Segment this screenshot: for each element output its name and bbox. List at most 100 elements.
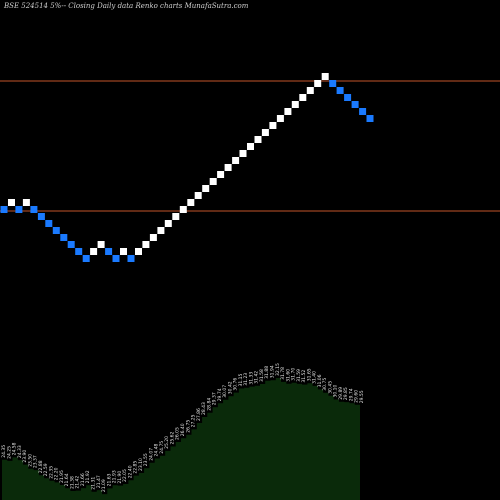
renko-brick — [329, 80, 337, 87]
price-label: 31.06 — [317, 374, 323, 387]
price-label: 29.37 — [212, 392, 218, 405]
price-label: 27.25 — [191, 414, 197, 427]
renko-bricks — [0, 73, 374, 262]
renko-brick — [344, 94, 352, 101]
price-label: 21.63 — [106, 473, 112, 486]
renko-brick — [30, 206, 38, 213]
renko-brick — [321, 73, 329, 80]
renko-brick — [112, 255, 120, 262]
renko-brick — [366, 115, 374, 122]
price-label: 25.62 — [170, 431, 176, 444]
renko-brick — [269, 122, 277, 129]
renko-brick — [187, 199, 195, 206]
price-label: 29.55 — [359, 390, 365, 403]
price-label: 31.65 — [306, 368, 312, 381]
price-label: 21.93 — [112, 470, 118, 483]
price-label: 22.05 — [122, 469, 128, 482]
renko-brick — [224, 164, 232, 171]
price-label: 24.07 — [148, 448, 154, 461]
renko-brick — [276, 115, 284, 122]
reference-lines — [0, 80, 500, 212]
price-label: 31.33 — [248, 372, 254, 385]
price-label: 31.40 — [312, 371, 318, 384]
renko-brick — [75, 248, 83, 255]
price-label: 30.10 — [333, 384, 339, 397]
renko-brick — [135, 248, 142, 255]
price-label: 21.92 — [85, 470, 91, 483]
renko-brick — [232, 157, 240, 164]
renko-brick — [52, 227, 60, 234]
price-label: 26.40 — [180, 423, 186, 436]
price-label: 30.07 — [222, 385, 228, 398]
price-label: 24.75 — [159, 441, 165, 454]
renko-brick — [22, 199, 30, 206]
renko-brick — [351, 101, 359, 108]
price-label: 31.15 — [238, 373, 244, 386]
renko-brick — [299, 94, 307, 101]
price-label: 29.89 — [338, 387, 344, 400]
price-label: 31.88 — [264, 366, 270, 379]
price-label: 30.42 — [227, 381, 233, 394]
renko-brick — [8, 199, 15, 206]
price-label: 21.31 — [91, 477, 97, 490]
chart-title: BSE 524514 5%-- Closing Daily data Renko… — [3, 2, 249, 10]
price-label: 31.58 — [259, 369, 265, 382]
renko-brick — [120, 248, 127, 255]
price-label: 24.35 — [1, 445, 7, 458]
price-label: 31.94 — [270, 365, 276, 378]
renko-brick — [247, 143, 254, 150]
price-label: 24.25 — [6, 446, 12, 459]
renko-brick — [60, 234, 68, 241]
price-label: 26.75 — [185, 420, 191, 433]
renko-brick — [0, 206, 8, 213]
renko-brick — [97, 241, 105, 248]
renko-brick — [105, 248, 113, 255]
price-area — [2, 378, 360, 500]
renko-brick — [306, 87, 314, 94]
price-label: 31.78 — [280, 367, 286, 380]
price-label: 21.38 — [69, 476, 75, 489]
price-label: 21.42 — [75, 476, 81, 489]
price-label: 22.85 — [133, 461, 139, 474]
renko-brick — [37, 213, 45, 220]
price-label: 21.64 — [64, 473, 70, 486]
price-label: 31.70 — [291, 368, 297, 381]
price-label: 24.58 — [12, 442, 18, 455]
price-label: 28.84 — [206, 398, 212, 411]
price-label: 29.85 — [343, 387, 349, 400]
renko-brick — [164, 220, 172, 227]
price-label: 31.59 — [296, 369, 302, 382]
renko-brick — [202, 185, 210, 192]
renko-brick — [127, 255, 135, 262]
price-label: 21.66 — [80, 473, 86, 486]
renko-brick — [359, 108, 367, 115]
price-label: 24.48 — [154, 443, 160, 456]
price-label: 21.47 — [96, 475, 102, 488]
price-label: 23.37 — [33, 455, 39, 468]
price-label: 31.60 — [285, 369, 291, 382]
price-label: 22.20 — [54, 467, 60, 480]
price-label: 23.50 — [27, 454, 33, 467]
renko-brick — [261, 129, 269, 136]
price-label: 23.90 — [22, 450, 28, 463]
price-label: 21.95 — [59, 470, 65, 483]
price-label: 21.90 — [117, 471, 123, 484]
price-label: 25.20 — [164, 436, 170, 449]
price-label: 22.40 — [127, 465, 133, 478]
renko-brick — [172, 213, 180, 220]
price-label: 21.09 — [101, 479, 107, 492]
renko-brick — [90, 248, 98, 255]
renko-brick — [217, 171, 225, 178]
renko-brick — [254, 136, 262, 143]
renko-brick — [149, 234, 157, 241]
price-label: 22.59 — [43, 463, 49, 476]
price-label: 31.42 — [254, 371, 260, 384]
price-label: 31.52 — [301, 370, 307, 383]
price-label: 32.15 — [275, 363, 281, 376]
renko-brick — [179, 206, 187, 213]
renko-brick — [284, 108, 292, 115]
price-label: 29.60 — [354, 390, 360, 403]
price-label: 27.86 — [196, 408, 202, 421]
price-label: 30.45 — [327, 381, 333, 394]
